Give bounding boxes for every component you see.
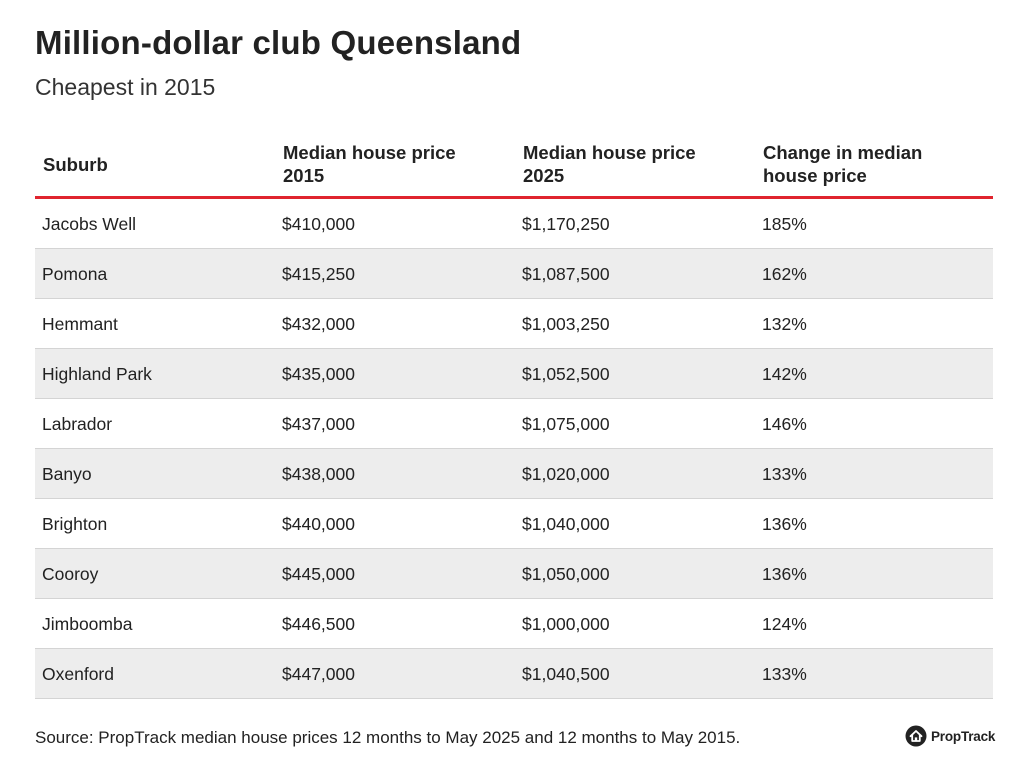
price-2025-cell: $1,087,500: [522, 264, 610, 284]
price-2025-cell: $1,040,500: [522, 664, 610, 684]
table-row: Banyo $438,000 $1,020,000 133%: [35, 449, 993, 499]
table-row: Jacobs Well $410,000 $1,170,250 185%: [35, 199, 993, 249]
price-2025-cell: $1,020,000: [522, 464, 610, 484]
suburb-cell: Oxenford: [42, 664, 114, 684]
suburb-cell: Hemmant: [42, 314, 118, 334]
price-2015-cell: $446,500: [282, 614, 355, 634]
price-2015-cell: $438,000: [282, 464, 355, 484]
change-cell: 146%: [762, 414, 807, 434]
table-row: Highland Park $435,000 $1,052,500 142%: [35, 349, 993, 399]
table-row: Hemmant $432,000 $1,003,250 132%: [35, 299, 993, 349]
price-2025-cell: $1,075,000: [522, 414, 610, 434]
price-2025-cell: $1,052,500: [522, 364, 610, 384]
page-title: Million-dollar club Queensland: [35, 24, 522, 61]
suburb-cell: Cooroy: [42, 564, 99, 584]
price-2015-cell: $432,000: [282, 314, 355, 334]
change-cell: 133%: [762, 464, 807, 484]
suburb-cell: Brighton: [42, 514, 108, 534]
change-cell: 132%: [762, 314, 807, 334]
logo-text: PropTrack: [931, 728, 996, 744]
column-header-suburb: Suburb: [43, 153, 108, 175]
price-2015-cell: $415,250: [282, 264, 355, 284]
price-2025-cell: $1,003,250: [522, 314, 610, 334]
table-row: Jimboomba $446,500 $1,000,000 124%: [35, 599, 993, 649]
proptrack-logo: PropTrack: [905, 725, 995, 747]
table-row: Labrador $437,000 $1,075,000 146%: [35, 399, 993, 449]
change-cell: 136%: [762, 564, 807, 584]
suburb-cell: Jacobs Well: [42, 214, 137, 234]
table-row: Pomona $415,250 $1,087,500 162%: [35, 249, 993, 299]
source-note: Source: PropTrack median house prices 12…: [35, 728, 741, 747]
change-cell: 142%: [762, 364, 807, 384]
change-cell: 124%: [762, 614, 807, 634]
price-2015-cell: $437,000: [282, 414, 355, 434]
column-header-price-2025: Median house price 2025: [523, 142, 696, 186]
table-row: Brighton $440,000 $1,040,000 136%: [35, 499, 993, 549]
suburb-cell: Labrador: [42, 414, 113, 434]
price-2025-cell: $1,170,250: [522, 214, 610, 234]
price-2015-cell: $410,000: [282, 214, 355, 234]
suburb-cell: Highland Park: [42, 364, 152, 384]
house-in-circle-icon: [905, 725, 927, 747]
table-row: Cooroy $445,000 $1,050,000 136%: [35, 549, 993, 599]
change-cell: 162%: [762, 264, 807, 284]
price-2015-cell: $440,000: [282, 514, 355, 534]
price-2015-cell: $447,000: [282, 664, 355, 684]
column-header-price-2015: Median house price 2015: [283, 142, 456, 186]
change-cell: 133%: [762, 664, 807, 684]
column-header-change: Change in median house price: [763, 142, 923, 186]
price-2025-cell: $1,040,000: [522, 514, 610, 534]
table-header: Suburb Median house price 2015 Median hou…: [35, 132, 993, 199]
table-body: Jacobs Well $410,000 $1,170,250 185% Pomona $…: [35, 199, 993, 699]
suburb-cell: Banyo: [42, 464, 92, 484]
change-cell: 136%: [762, 514, 807, 534]
suburb-cell: Pomona: [42, 264, 108, 284]
suburb-cell: Jimboomba: [42, 614, 133, 634]
data-table: Suburb Median house price 2015 Median hou…: [35, 132, 993, 699]
table-row: Oxenford $447,000 $1,040,500 133%: [35, 649, 993, 699]
change-cell: 185%: [762, 214, 807, 234]
price-2015-cell: $435,000: [282, 364, 355, 384]
price-2015-cell: $445,000: [282, 564, 355, 584]
price-2025-cell: $1,000,000: [522, 614, 610, 634]
page-subtitle: Cheapest in 2015: [35, 74, 216, 100]
price-2025-cell: $1,050,000: [522, 564, 610, 584]
